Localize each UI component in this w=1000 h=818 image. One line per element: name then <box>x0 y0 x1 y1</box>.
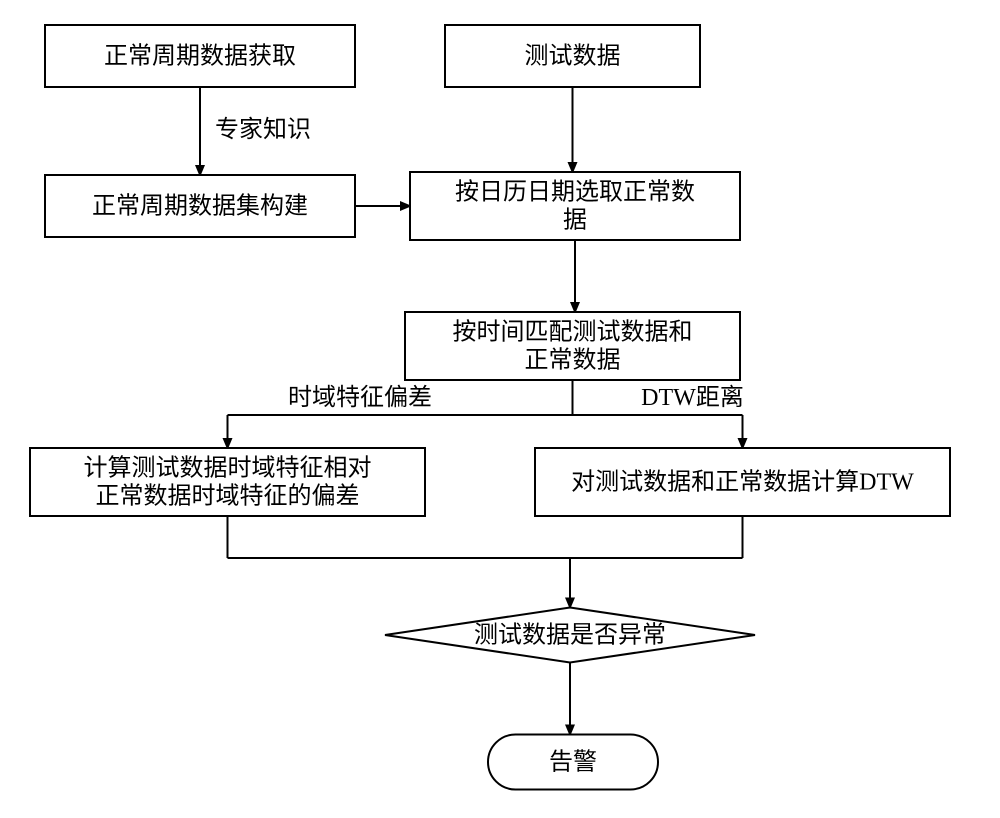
svg-text:正常周期数据获取: 正常周期数据获取 <box>104 43 296 70</box>
svg-text:告警: 告警 <box>549 749 597 776</box>
svg-text:按时间匹配测试数据和: 按时间匹配测试数据和 <box>453 319 693 346</box>
svg-text:计算测试数据时域特征相对: 计算测试数据时域特征相对 <box>84 455 372 482</box>
svg-text:正常周期数据集构建: 正常周期数据集构建 <box>92 193 308 220</box>
svg-text:正常数据: 正常数据 <box>525 347 621 374</box>
svg-text:专家知识: 专家知识 <box>215 116 311 143</box>
svg-text:按日历日期选取正常数: 按日历日期选取正常数 <box>455 179 695 206</box>
svg-text:DTW距离: DTW距离 <box>641 384 744 411</box>
svg-text:据: 据 <box>563 207 587 234</box>
svg-text:正常数据时域特征的偏差: 正常数据时域特征的偏差 <box>96 483 360 510</box>
svg-text:测试数据: 测试数据 <box>525 43 621 70</box>
svg-text:测试数据是否异常: 测试数据是否异常 <box>474 622 666 649</box>
svg-text:对测试数据和正常数据计算DTW: 对测试数据和正常数据计算DTW <box>571 469 914 496</box>
svg-text:时域特征偏差: 时域特征偏差 <box>288 384 432 411</box>
